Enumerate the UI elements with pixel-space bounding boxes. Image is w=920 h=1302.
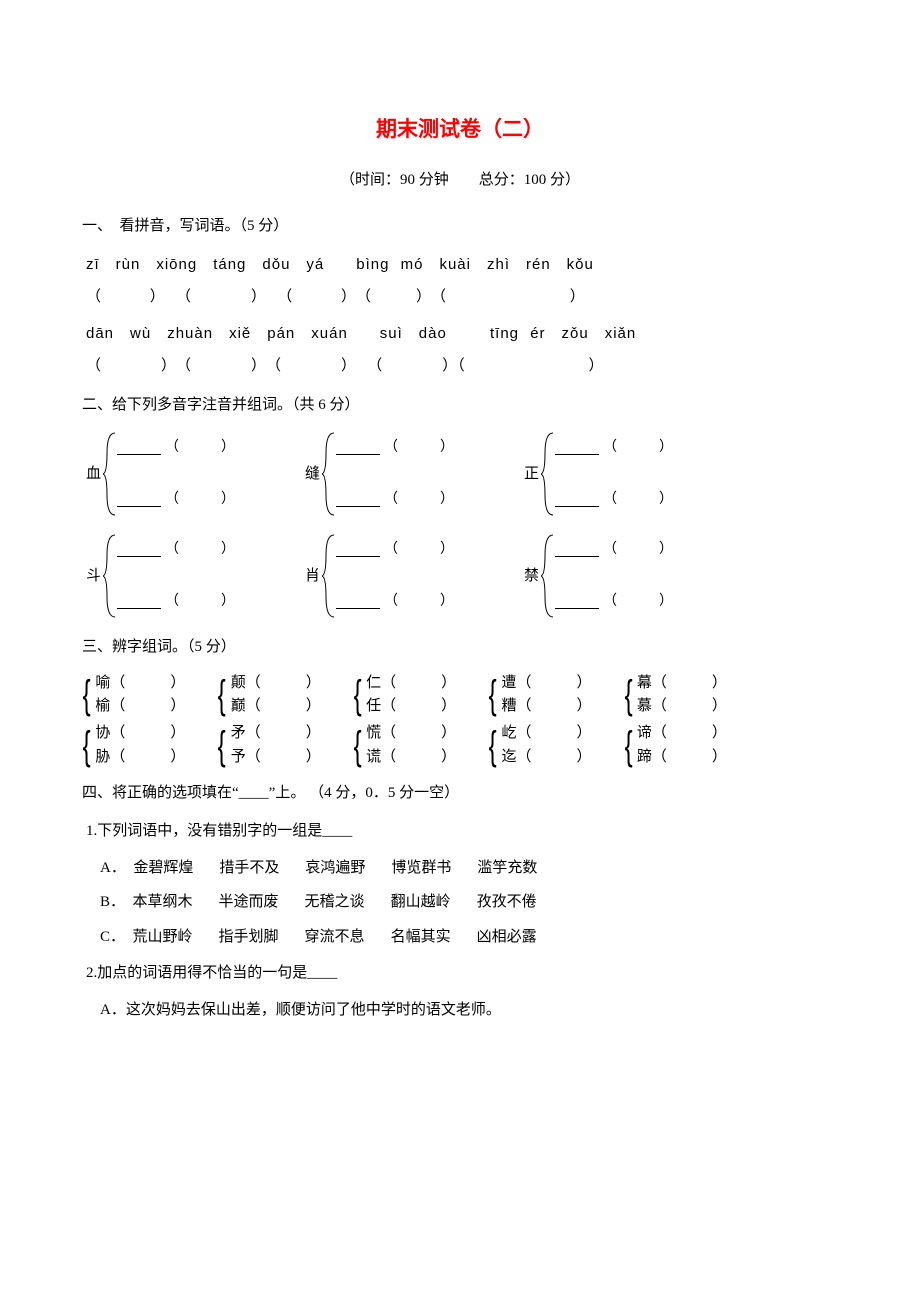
- brace-icon: {: [353, 726, 361, 766]
- poly-blank[interactable]: （ ）: [555, 435, 673, 462]
- char-pair: {仁（ ）任（ ）: [351, 672, 456, 719]
- char-line[interactable]: 仁（ ）: [366, 672, 456, 695]
- section-4: 四、将正确的选项填在“____”上。 （4 分，0．5 分一空） 1.下列词语中…: [82, 779, 838, 1025]
- char-pair: {协（ ）胁（ ）: [80, 722, 185, 769]
- char-line[interactable]: 任（ ）: [366, 695, 456, 718]
- option-line[interactable]: A．这次妈妈去保山出差，顺便访问了他中学时的语文老师。: [100, 996, 838, 1025]
- char-line[interactable]: 蹄（ ）: [637, 746, 727, 769]
- brace-icon: {: [624, 675, 632, 715]
- poly-blank[interactable]: （ ）: [555, 487, 673, 514]
- char-pair: {慌（ ）谎（ ）: [351, 722, 456, 769]
- brace-icon: [103, 429, 117, 519]
- poly-blank[interactable]: （ ）: [117, 435, 235, 462]
- brace-icon: {: [489, 726, 497, 766]
- section-1-head: 一、 看拼音，写词语。（5 分）: [82, 212, 838, 241]
- char-pair: {矛（ ）予（ ）: [215, 722, 320, 769]
- char-line[interactable]: 予（ ）: [231, 746, 321, 769]
- poly-item: 肖 （ ） （ ）: [305, 531, 454, 621]
- char-line[interactable]: 协（ ）: [95, 722, 185, 745]
- brace-icon: [541, 429, 555, 519]
- char-line[interactable]: 谛（ ）: [637, 722, 727, 745]
- char-line[interactable]: 胁（ ）: [95, 746, 185, 769]
- answer-paren-2[interactable]: （ ） （ ） （ ） （ ）（ ）: [86, 352, 838, 381]
- char-pair: {颠（ ）巅（ ）: [215, 672, 320, 719]
- pinyin-row-2: dān wù zhuàn xiě pán xuán suì dào tīng é…: [86, 320, 838, 349]
- exam-subtitle: （时间：90 分钟 总分：100 分）: [82, 166, 838, 195]
- char-line[interactable]: 糟（ ）: [501, 695, 591, 718]
- brace-icon: {: [218, 726, 226, 766]
- question-1: 1.下列词语中，没有错别字的一组是____: [86, 817, 838, 846]
- char-line[interactable]: 幕（ ）: [637, 672, 727, 695]
- brace-icon: {: [353, 675, 361, 715]
- page: 期末测试卷（二） （时间：90 分钟 总分：100 分） 一、 看拼音，写词语。…: [0, 0, 920, 1302]
- char-line[interactable]: 慕（ ）: [637, 695, 727, 718]
- brace-icon: [322, 429, 336, 519]
- poly-char: 肖: [305, 562, 320, 591]
- char-line[interactable]: 榆（ ）: [95, 695, 185, 718]
- char-line[interactable]: 遭（ ）: [501, 672, 591, 695]
- exam-title: 期末测试卷（二）: [82, 110, 838, 150]
- brace-icon: {: [83, 726, 91, 766]
- char-line[interactable]: 屹（ ）: [501, 722, 591, 745]
- brace-icon: {: [218, 675, 226, 715]
- poly-blank[interactable]: （ ）: [555, 589, 673, 616]
- section-2-head: 二、给下列多音字注音并组词。（共 6 分）: [82, 391, 838, 420]
- option-line[interactable]: C． 荒山野岭指手划脚穿流不息名幅其实凶相必露: [100, 923, 838, 952]
- poly-blank[interactable]: （ ）: [555, 537, 673, 564]
- poly-char: 缝: [305, 460, 320, 489]
- poly-item: 缝 （ ） （ ）: [305, 429, 454, 519]
- brace-icon: [103, 531, 117, 621]
- char-pair: {幕（ ）慕（ ）: [622, 672, 727, 719]
- poly-blank[interactable]: （ ）: [117, 589, 235, 616]
- char-pair-row-1: {喻（ ）榆（ ）{颠（ ）巅（ ）{仁（ ）任（ ）{遭（ ）糟（ ）{幕（ …: [80, 672, 838, 719]
- brace-icon: {: [624, 726, 632, 766]
- option-line[interactable]: A． 金碧辉煌措手不及哀鸿遍野博览群书滥竽充数: [100, 854, 838, 883]
- poly-char: 禁: [524, 562, 539, 591]
- section-1: 一、 看拼音，写词语。（5 分） zī rùn xiōng táng dǒu y…: [82, 212, 838, 381]
- section-2: 二、给下列多音字注音并组词。（共 6 分） 血 （ ） （ ） 缝 （: [82, 391, 838, 622]
- poly-char: 血: [86, 460, 101, 489]
- brace-icon: {: [83, 675, 91, 715]
- poly-item: 斗 （ ） （ ）: [86, 531, 235, 621]
- option-line[interactable]: B． 本草纲木半途而废无稽之谈翻山越岭孜孜不倦: [100, 888, 838, 917]
- question-2: 2.加点的词语用得不恰当的一句是____: [86, 959, 838, 988]
- brace-icon: {: [489, 675, 497, 715]
- char-pair: {屹（ ）迄（ ）: [486, 722, 591, 769]
- char-line[interactable]: 慌（ ）: [366, 722, 456, 745]
- char-line[interactable]: 迄（ ）: [501, 746, 591, 769]
- answer-paren-1[interactable]: （ ） （ ） （ ） （ ） （ ）: [86, 283, 838, 312]
- poly-blank[interactable]: （ ）: [336, 487, 454, 514]
- char-pair: {喻（ ）榆（ ）: [80, 672, 185, 719]
- polyphonic-row-2: 斗 （ ） （ ） 肖 （ ） （ ）: [86, 531, 838, 621]
- poly-item: 禁 （ ） （ ）: [524, 531, 673, 621]
- poly-blank[interactable]: （ ）: [117, 487, 235, 514]
- brace-icon: [541, 531, 555, 621]
- poly-blank[interactable]: （ ）: [336, 589, 454, 616]
- char-line[interactable]: 谎（ ）: [366, 746, 456, 769]
- char-pair: {遭（ ）糟（ ）: [486, 672, 591, 719]
- poly-blank[interactable]: （ ）: [117, 537, 235, 564]
- poly-char: 斗: [86, 562, 101, 591]
- section-4-head: 四、将正确的选项填在“____”上。 （4 分，0．5 分一空）: [82, 779, 838, 808]
- char-pair: {谛（ ）蹄（ ）: [622, 722, 727, 769]
- polyphonic-row-1: 血 （ ） （ ） 缝 （ ） （ ）: [86, 429, 838, 519]
- char-line[interactable]: 颠（ ）: [231, 672, 321, 695]
- section-3-head: 三、辨字组词。（5 分）: [82, 633, 838, 662]
- section-3: 三、辨字组词。（5 分） {喻（ ）榆（ ）{颠（ ）巅（ ）{仁（ ）任（ ）…: [82, 633, 838, 769]
- char-line[interactable]: 喻（ ）: [95, 672, 185, 695]
- pinyin-row-1: zī rùn xiōng táng dǒu yá bìng mó kuài zh…: [86, 251, 838, 280]
- poly-char: 正: [524, 460, 539, 489]
- char-pair-row-2: {协（ ）胁（ ）{矛（ ）予（ ）{慌（ ）谎（ ）{屹（ ）迄（ ）{谛（ …: [80, 722, 838, 769]
- poly-item: 正 （ ） （ ）: [524, 429, 673, 519]
- poly-item: 血 （ ） （ ）: [86, 429, 235, 519]
- brace-icon: [322, 531, 336, 621]
- char-line[interactable]: 巅（ ）: [231, 695, 321, 718]
- poly-blank[interactable]: （ ）: [336, 537, 454, 564]
- poly-blank[interactable]: （ ）: [336, 435, 454, 462]
- char-line[interactable]: 矛（ ）: [231, 722, 321, 745]
